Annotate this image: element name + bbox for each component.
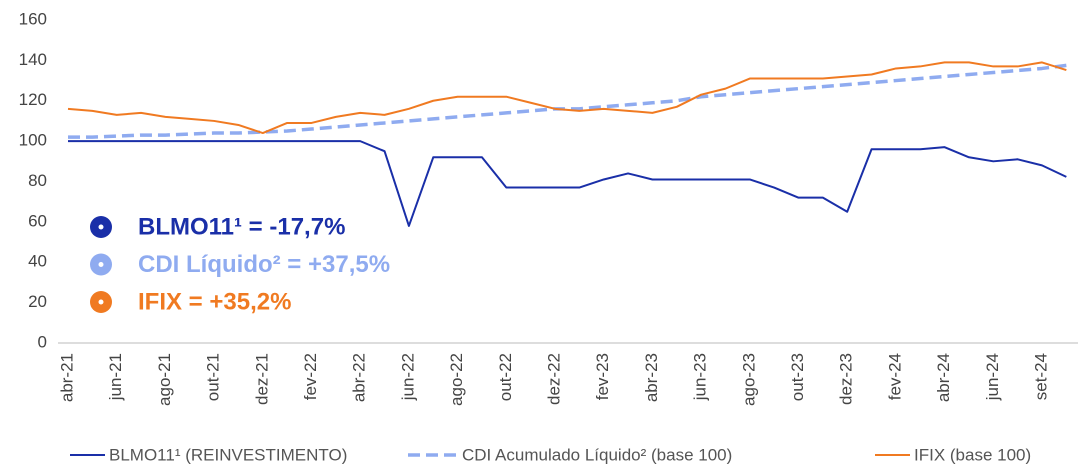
y-tick-label: 160 [19, 9, 47, 28]
y-tick-label: 120 [19, 90, 47, 109]
x-tick-label: abr-23 [642, 353, 661, 402]
annotation: IFIX = +35,2% [138, 288, 291, 315]
y-tick-label: 0 [38, 332, 47, 351]
legend-label: BLMO11¹ (REINVESTIMENTO) [109, 445, 347, 464]
x-tick-label: abr-22 [350, 353, 369, 402]
annotation-marker-dot [98, 299, 104, 305]
x-tick-label: dez-22 [544, 353, 563, 405]
x-tick-label: jun-24 [983, 353, 1002, 401]
y-tick-label: 20 [28, 292, 47, 311]
series-line [67, 61, 1067, 135]
x-tick-label: dez-21 [252, 353, 271, 405]
x-tick-label: set-24 [1031, 353, 1050, 400]
x-tick-label: abr-24 [934, 353, 953, 402]
x-tick-label: out-22 [496, 353, 515, 401]
series-line [68, 63, 1067, 139]
x-tick-label: jun-23 [691, 353, 710, 401]
legend-label: CDI Acumulado Líquido² (base 100) [462, 445, 732, 464]
y-tick-label: 100 [19, 131, 47, 150]
x-tick-label: jun-22 [398, 353, 417, 401]
annotation-marker-dot [98, 224, 104, 230]
x-tick-label: abr-21 [57, 353, 76, 402]
series-line [68, 140, 1067, 227]
x-tick-label: ago-22 [447, 353, 466, 406]
y-tick-label: 40 [28, 252, 47, 271]
x-tick-label: out-21 [204, 353, 223, 401]
annotation: BLMO11¹ = -17,7% [138, 213, 345, 240]
x-tick-label: out-23 [788, 353, 807, 401]
x-tick-label: ago-21 [155, 353, 174, 406]
annotation-marker-dot [98, 262, 104, 267]
x-tick-label: ago-23 [739, 353, 758, 406]
annotation: CDI Líquido² = +37,5% [138, 251, 390, 278]
legend-label: IFIX (base 100) [914, 445, 1031, 464]
y-tick-label: 80 [28, 171, 47, 190]
x-tick-label: fev-22 [301, 353, 320, 400]
y-tick-label: 140 [19, 50, 47, 69]
x-tick-label: fev-23 [593, 353, 612, 400]
x-tick-label: jun-21 [106, 353, 125, 401]
y-tick-label: 60 [28, 211, 47, 230]
x-tick-label: fev-24 [885, 353, 904, 400]
x-tick-label: dez-23 [837, 353, 856, 405]
